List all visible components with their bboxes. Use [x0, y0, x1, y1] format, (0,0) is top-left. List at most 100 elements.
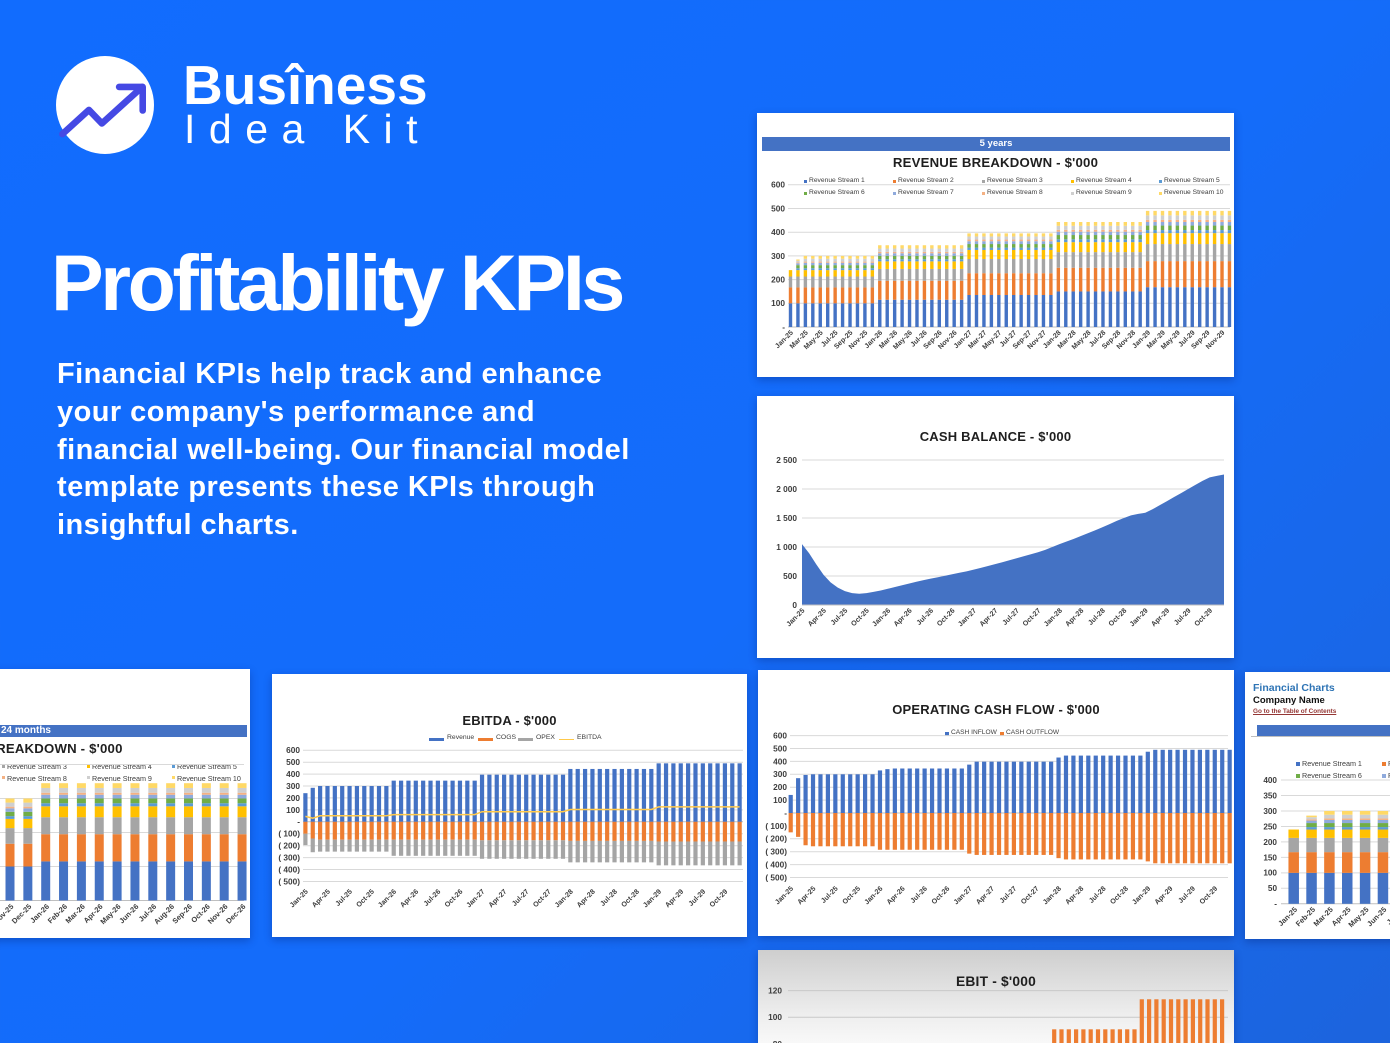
svg-text:Oct-26: Oct-26 [930, 885, 951, 906]
svg-text:Jan-27: Jan-27 [465, 888, 487, 910]
svg-text:( 500): ( 500) [278, 876, 300, 886]
svg-text:Jan-26: Jan-26 [377, 888, 399, 910]
svg-text:Jan-25: Jan-25 [785, 607, 807, 629]
svg-text:300: 300 [773, 769, 787, 779]
svg-text:350: 350 [1263, 791, 1277, 800]
svg-text:Jan-28: Jan-28 [1042, 607, 1064, 629]
svg-text:-: - [784, 808, 787, 818]
svg-text:500: 500 [771, 203, 785, 213]
svg-text:Apr-26: Apr-26 [399, 888, 421, 910]
svg-text:300: 300 [286, 781, 300, 791]
svg-text:250: 250 [1263, 822, 1277, 831]
svg-text:500: 500 [286, 757, 300, 767]
svg-text:100: 100 [773, 795, 787, 805]
svg-text:Oct-27: Oct-27 [1019, 885, 1040, 906]
svg-text:Apr-28: Apr-28 [1064, 607, 1086, 629]
svg-text:Jul-29: Jul-29 [1177, 885, 1197, 905]
svg-text:Jul-29: Jul-29 [1172, 607, 1192, 627]
svg-text:600: 600 [773, 731, 787, 741]
svg-text:300: 300 [1263, 807, 1277, 816]
svg-text:( 200): ( 200) [765, 834, 787, 844]
svg-text:Apr-27: Apr-27 [974, 885, 996, 907]
svg-text:Jul-29: Jul-29 [687, 888, 707, 908]
svg-text:600: 600 [771, 180, 785, 190]
svg-text:May-25: May-25 [1346, 905, 1370, 929]
svg-text:Apr-29: Apr-29 [1153, 885, 1175, 907]
svg-text:Oct-29: Oct-29 [1193, 607, 1214, 628]
svg-text:-: - [1274, 900, 1277, 909]
svg-text:400: 400 [771, 227, 785, 237]
svg-text:Jul-26: Jul-26 [909, 885, 929, 905]
svg-text:200: 200 [771, 275, 785, 285]
svg-text:400: 400 [1263, 776, 1277, 785]
svg-text:2 500: 2 500 [776, 455, 797, 465]
svg-text:Jun-26: Jun-26 [117, 902, 140, 925]
svg-text:Apr-25: Apr-25 [310, 888, 332, 910]
svg-text:Apr-26: Apr-26 [892, 607, 914, 629]
svg-text:Apr-27: Apr-27 [487, 888, 509, 910]
svg-text:100: 100 [1263, 869, 1277, 878]
svg-text:600: 600 [286, 745, 300, 755]
svg-text:Jul-25: Jul-25 [820, 885, 840, 905]
svg-text:50: 50 [1268, 884, 1278, 893]
svg-text:May-26: May-26 [98, 902, 122, 926]
svg-text:500: 500 [783, 571, 797, 581]
svg-text:Dec-25: Dec-25 [10, 902, 34, 926]
svg-text:400: 400 [286, 769, 300, 779]
svg-text:Apr-26: Apr-26 [885, 885, 907, 907]
svg-text:Oct-28: Oct-28 [1109, 885, 1130, 906]
svg-text:( 500): ( 500) [765, 872, 787, 882]
svg-text:( 400): ( 400) [278, 864, 300, 874]
svg-text:Oct-25: Oct-25 [850, 607, 871, 628]
svg-text:( 400): ( 400) [765, 860, 787, 870]
svg-text:Oct-25: Oct-25 [355, 888, 376, 909]
svg-text:Oct-26: Oct-26 [443, 888, 464, 909]
svg-text:150: 150 [1263, 853, 1277, 862]
svg-text:120: 120 [768, 986, 782, 996]
svg-text:Jul-28: Jul-28 [1087, 885, 1107, 905]
svg-text:Jan-27: Jan-27 [952, 885, 974, 907]
svg-text:Apr-27: Apr-27 [978, 607, 1000, 629]
svg-text:1 000: 1 000 [776, 542, 797, 552]
svg-text:Oct-25: Oct-25 [841, 885, 862, 906]
svg-text:100: 100 [771, 298, 785, 308]
svg-text:Mar-26: Mar-26 [64, 902, 87, 925]
svg-text:Jan-28: Jan-28 [1041, 885, 1063, 907]
svg-text:( 100): ( 100) [278, 829, 300, 839]
svg-text:Apr-28: Apr-28 [575, 888, 597, 910]
svg-text:Jul-26: Jul-26 [422, 888, 442, 908]
svg-text:Dec-26: Dec-26 [224, 902, 248, 926]
svg-text:Apr-25: Apr-25 [806, 607, 828, 629]
svg-text:Mar-25: Mar-25 [1312, 905, 1335, 928]
svg-text:Oct-26: Oct-26 [935, 607, 956, 628]
svg-text:( 100): ( 100) [765, 821, 787, 831]
svg-text:200: 200 [773, 782, 787, 792]
svg-text:( 200): ( 200) [278, 841, 300, 851]
svg-text:Oct-27: Oct-27 [1021, 607, 1042, 628]
svg-text:200: 200 [1263, 838, 1277, 847]
svg-text:0: 0 [792, 600, 797, 610]
svg-text:Jul-26: Jul-26 [915, 607, 935, 627]
svg-text:Oct-28: Oct-28 [620, 888, 641, 909]
svg-text:80: 80 [773, 1039, 783, 1043]
svg-text:-: - [782, 322, 785, 332]
svg-text:Oct-29: Oct-29 [708, 888, 729, 909]
svg-text:Jul-27: Jul-27 [510, 888, 530, 908]
svg-text:Jan-29: Jan-29 [1128, 607, 1150, 629]
svg-text:Jul-28: Jul-28 [599, 888, 619, 908]
svg-text:( 300): ( 300) [278, 853, 300, 863]
svg-text:Jan-25: Jan-25 [774, 885, 796, 907]
svg-text:Jan-26: Jan-26 [871, 607, 893, 629]
svg-text:500: 500 [773, 743, 787, 753]
svg-text:Jul-27: Jul-27 [998, 885, 1018, 905]
svg-text:Oct-28: Oct-28 [1107, 607, 1128, 628]
svg-text:Jan-27: Jan-27 [957, 607, 979, 629]
svg-text:Jan-25: Jan-25 [288, 888, 310, 910]
svg-text:Jul-28: Jul-28 [1087, 607, 1107, 627]
svg-text:200: 200 [286, 793, 300, 803]
svg-text:1 500: 1 500 [776, 513, 797, 523]
svg-text:( 300): ( 300) [765, 847, 787, 857]
svg-text:Apr-25: Apr-25 [796, 885, 818, 907]
svg-text:100: 100 [286, 805, 300, 815]
svg-text:Oct-27: Oct-27 [531, 888, 552, 909]
